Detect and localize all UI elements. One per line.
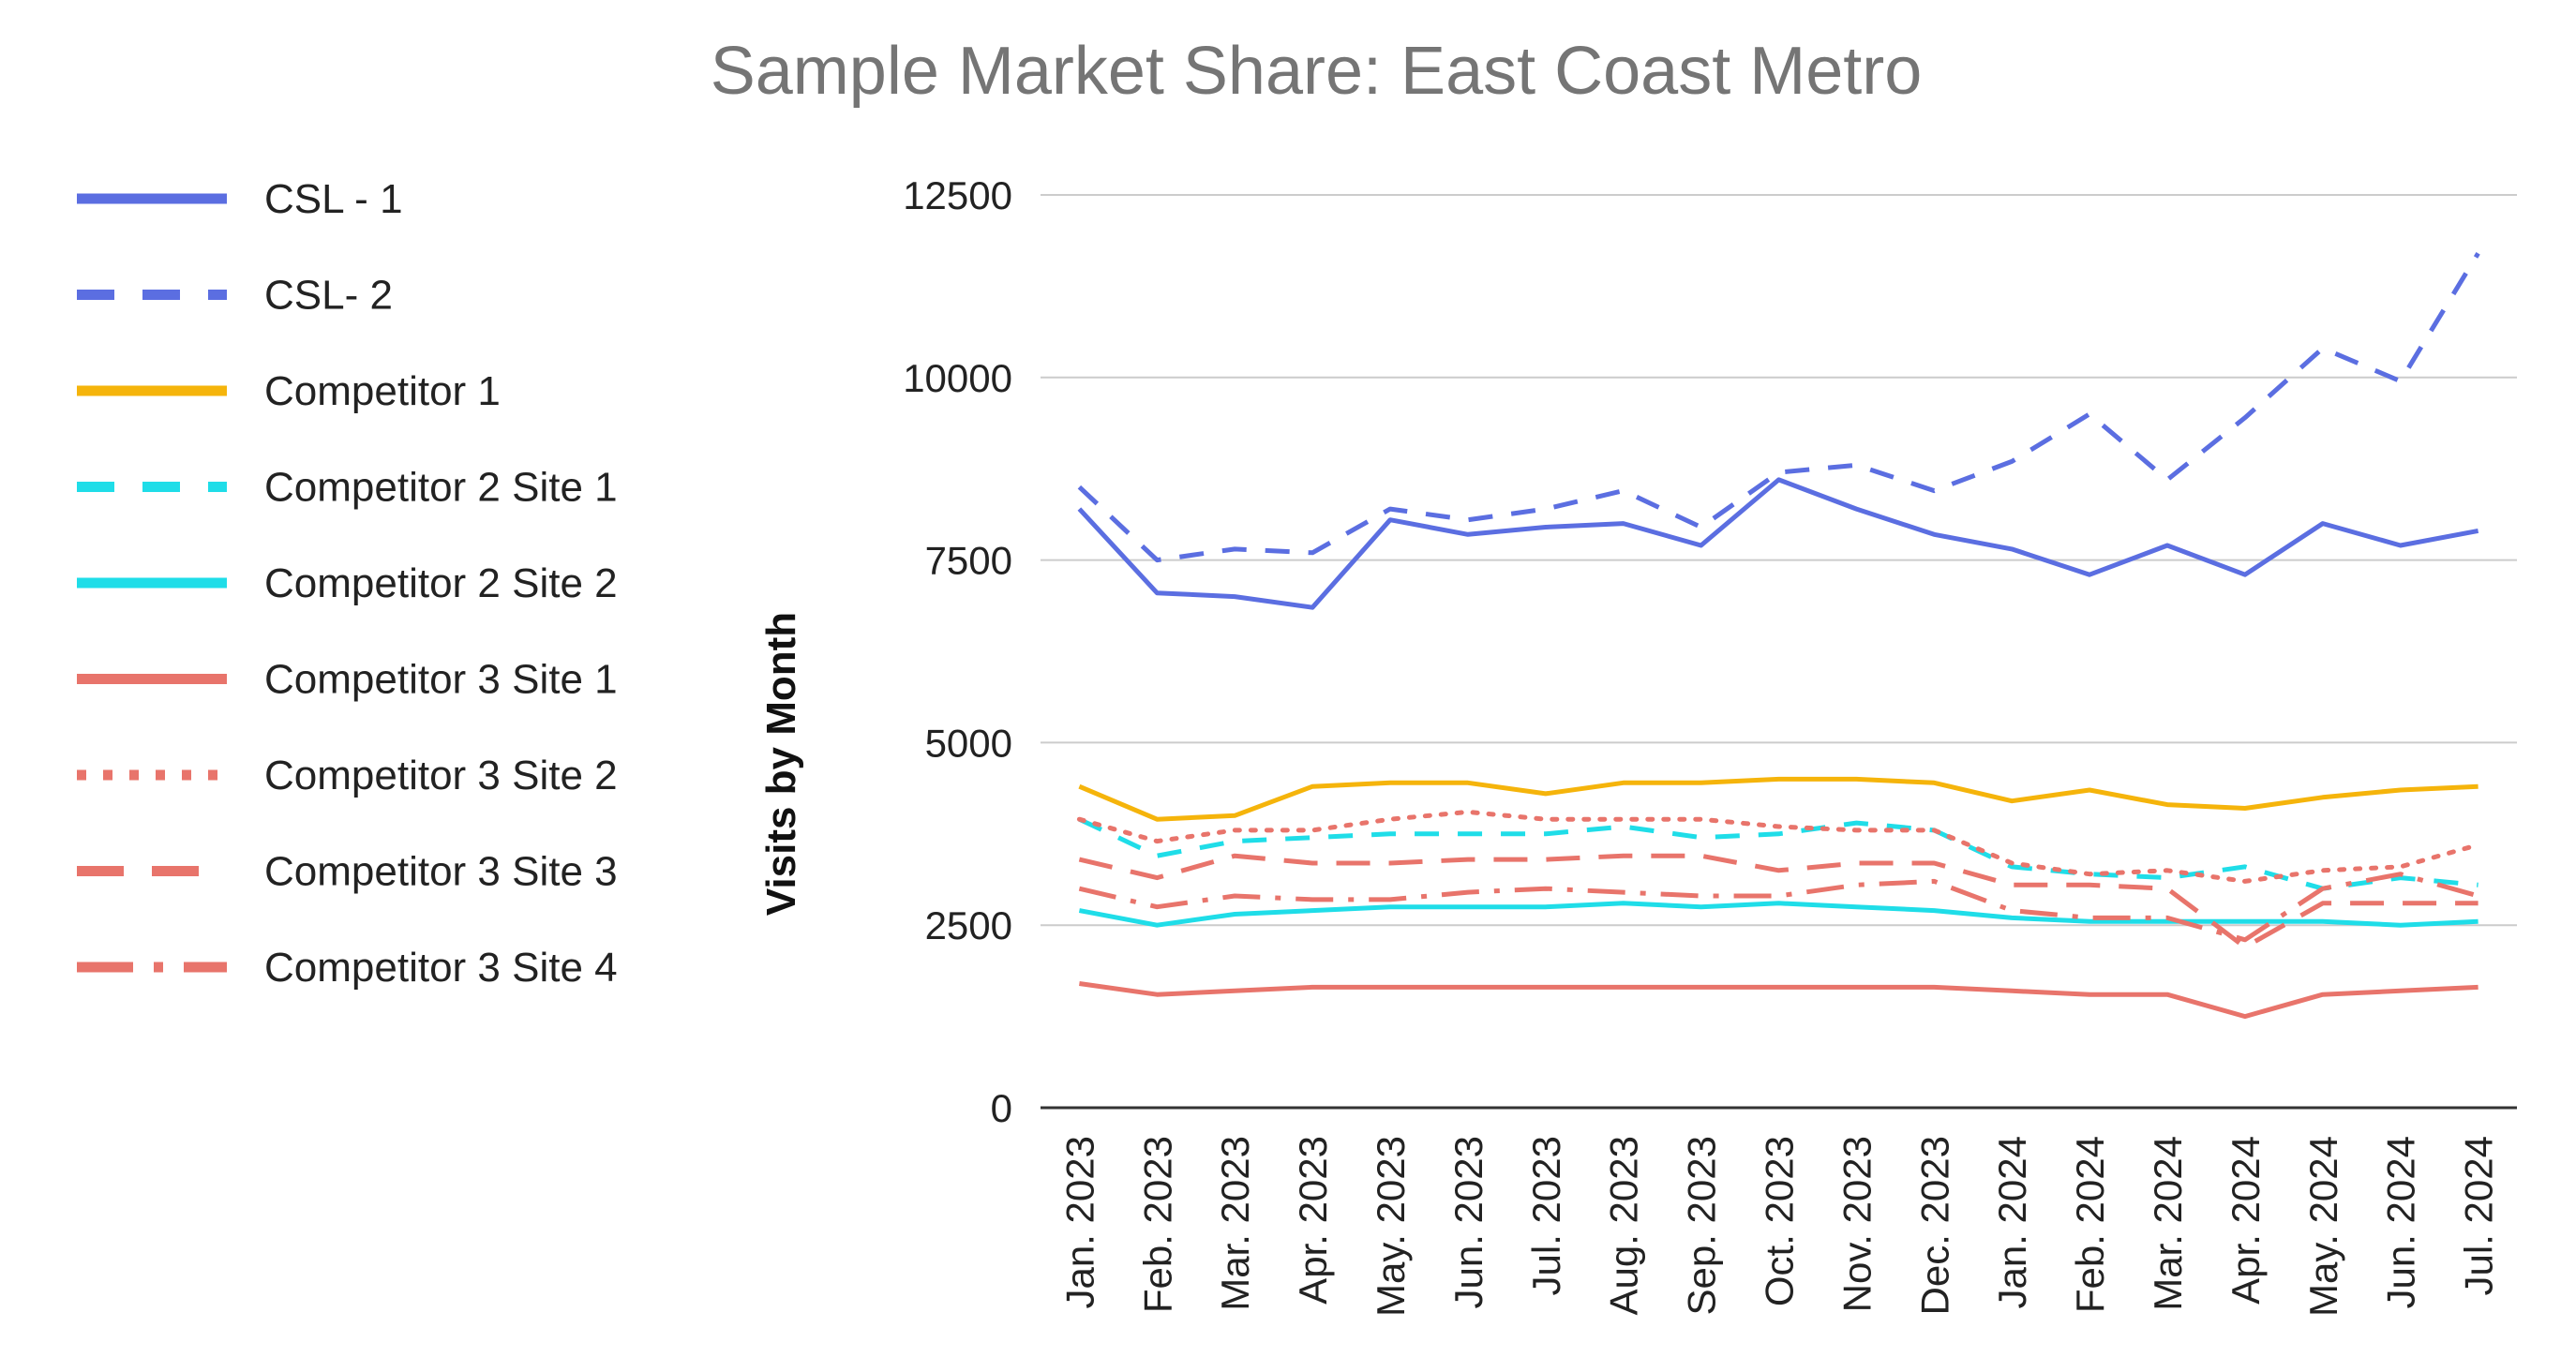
series-line (1078, 901, 2479, 928)
y-tick-label: 2500 (925, 903, 1012, 947)
legend: CSL - 1 CSL- 2 Competitor 1 Competitor 2 Si… (77, 176, 618, 991)
gridlines (1041, 194, 2517, 927)
x-tick-label: Oct. 2023 (1758, 1136, 1802, 1306)
legend-label: Competitor 3 Site 3 (264, 849, 618, 895)
series-line (1076, 809, 2481, 884)
legend-label: Competitor 3 Site 4 (264, 945, 618, 991)
x-tick-label: Mar. 2023 (1213, 1136, 1257, 1311)
series-line (1079, 981, 2479, 1020)
legend-label: Competitor 3 Site 2 (264, 753, 618, 798)
x-tick-label: Apr. 2023 (1291, 1136, 1335, 1305)
x-tick-label: Jan. 2023 (1057, 1136, 1101, 1309)
legend-label: Competitor 3 Site 1 (264, 657, 618, 703)
legend-label: Competitor 1 (264, 368, 501, 414)
x-tick-label: Jun. 2024 (2379, 1136, 2423, 1309)
x-tick-label: Mar. 2024 (2146, 1136, 2190, 1311)
legend-label: CSL- 2 (264, 273, 393, 319)
x-tick-label: Jul. 2023 (1524, 1136, 1568, 1295)
y-tick-label: 12500 (903, 173, 1012, 217)
y-tick-label: 5000 (925, 721, 1012, 765)
x-tick-label: Jan. 2024 (1990, 1136, 2034, 1309)
x-tick-label: Dec. 2023 (1912, 1136, 1956, 1315)
series-line (1078, 853, 2479, 950)
legend-label: Competitor 2 Site 2 (264, 560, 618, 606)
series-lines (1076, 252, 2481, 1020)
y-tick-label: 0 (991, 1086, 1012, 1130)
series-line (1078, 776, 2479, 822)
y-tick-label: 7500 (925, 539, 1012, 583)
x-tick-label: May. 2024 (2301, 1136, 2345, 1317)
legend-label: CSL - 1 (264, 176, 403, 222)
y-tick-label: 10000 (903, 356, 1012, 400)
series-line (1078, 872, 2479, 943)
x-tick-label: Jul. 2024 (2457, 1136, 2501, 1295)
legend-label: Competitor 2 Site 1 (264, 465, 618, 511)
series-line (1077, 252, 2480, 563)
chart-title: Sample Market Share: East Coast Metro (711, 34, 1923, 109)
series-line (1077, 477, 2479, 610)
x-tick-label: Nov. 2023 (1835, 1136, 1879, 1312)
x-axis-ticks: Jan. 2023 Feb. 2023 Mar. 2023 Apr. 2023 May.… (1057, 1136, 2500, 1317)
x-tick-label: Sep. 2023 (1680, 1136, 1724, 1316)
series-line (1078, 816, 2479, 891)
x-tick-label: Apr. 2024 (2224, 1136, 2268, 1305)
x-tick-label: Feb. 2024 (2068, 1136, 2112, 1313)
y-axis-ticks: 12500 10000 7500 5000 2500 0 (903, 173, 1012, 1130)
y-axis-label: Visits by Month (758, 612, 804, 916)
x-tick-label: May. 2023 (1369, 1136, 1413, 1317)
x-tick-label: Feb. 2023 (1135, 1136, 1179, 1313)
x-tick-label: Jun. 2023 (1446, 1136, 1490, 1309)
x-tick-label: Aug. 2023 (1602, 1136, 1646, 1316)
